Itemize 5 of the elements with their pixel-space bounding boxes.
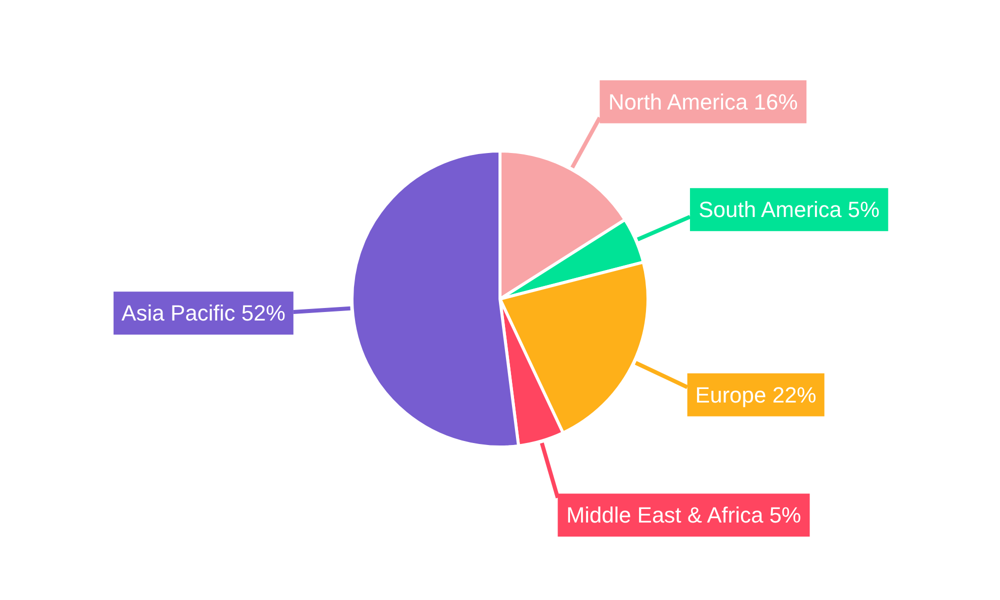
slice-label: South America 5% (698, 197, 880, 222)
slice-label: Europe 22% (695, 382, 816, 408)
slice-label: North America 16% (608, 89, 798, 114)
slice-label: Middle East & Africa 5% (566, 502, 802, 528)
slice-label: Asia Pacific 52% (122, 300, 286, 326)
